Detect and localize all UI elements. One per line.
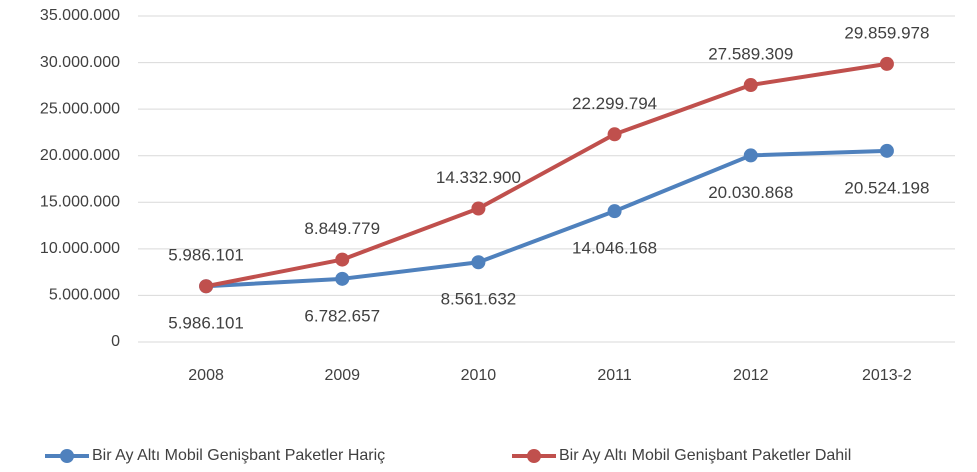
marker (335, 271, 350, 286)
x-tick-label: 2008 (188, 367, 224, 384)
y-tick-label: 35.000.000 (40, 7, 120, 24)
x-tick-label: 2013-2 (862, 367, 912, 384)
data-label: 6.782.657 (304, 306, 380, 325)
data-label: 14.332.900 (436, 168, 521, 187)
legend-label: Bir Ay Altı Mobil Genişbant Paketler Dah… (559, 447, 851, 464)
y-tick-label: 10.000.000 (40, 240, 120, 257)
data-label: 22.299.794 (572, 94, 657, 113)
legend-marker (60, 449, 74, 463)
legend-marker (527, 449, 541, 463)
y-tick-label: 20.000.000 (40, 147, 120, 164)
marker (471, 255, 486, 270)
x-tick-label: 2011 (597, 367, 632, 384)
marker (335, 252, 350, 267)
data-label: 29.859.978 (844, 23, 929, 42)
marker (743, 148, 758, 163)
series-line (205, 61, 888, 289)
series-line (205, 148, 887, 289)
x-tick-label: 2012 (733, 367, 769, 384)
x-tick-label: 2009 (324, 367, 360, 384)
marker (471, 201, 486, 216)
y-tick-label: 30.000.000 (40, 54, 120, 71)
marker (607, 204, 622, 219)
y-tick-label: 0 (111, 333, 120, 350)
data-label: 8.561.632 (441, 290, 517, 309)
marker (879, 143, 894, 158)
data-label: 27.589.309 (708, 45, 793, 64)
data-label: 8.849.779 (304, 219, 380, 238)
y-tick-label: 25.000.000 (40, 100, 120, 117)
marker (607, 127, 622, 142)
y-tick-label: 15.000.000 (40, 194, 120, 211)
x-tick-label: 2010 (461, 367, 497, 384)
data-label: 5.986.101 (168, 314, 244, 333)
marker (199, 279, 214, 294)
legend-label: Bir Ay Altı Mobil Genişbant Paketler Har… (92, 447, 385, 464)
data-label: 14.046.168 (572, 239, 657, 258)
marker (743, 78, 758, 93)
y-tick-label: 5.000.000 (49, 287, 120, 304)
data-label: 5.986.101 (168, 246, 244, 265)
data-label: 20.524.198 (844, 178, 929, 197)
marker (879, 56, 894, 71)
data-label: 20.030.868 (708, 183, 793, 202)
